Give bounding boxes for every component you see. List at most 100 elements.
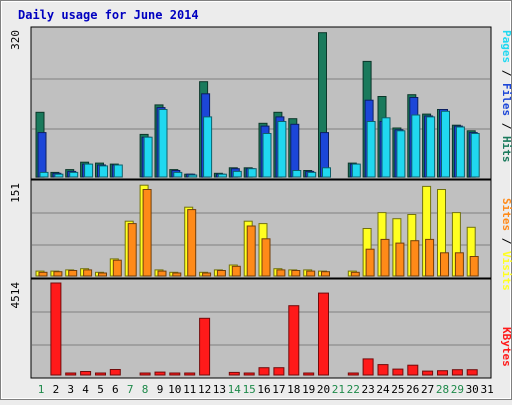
pages-bar-day-24: [381, 117, 391, 178]
kbytes-bar-day-11: [184, 372, 196, 376]
day-label-17: 17: [272, 383, 285, 396]
legend-hits: Hits: [500, 136, 512, 163]
sites-bar-day-16: [261, 238, 271, 277]
sites-bar-day-10: [172, 272, 182, 277]
kbytes-bar-day-5: [95, 372, 106, 376]
sites-bar-day-24: [380, 238, 390, 277]
kbytes-bar-day-20: [318, 292, 329, 376]
kbytes-bar-day-17: [273, 367, 285, 376]
pages-bar-day-14: [232, 170, 242, 178]
sites-bar-day-22: [350, 271, 360, 277]
kbytes-bar-day-27: [422, 370, 434, 376]
day-label-31: 31: [480, 383, 493, 396]
sites-bar-day-23: [365, 248, 375, 277]
day-label-18: 18: [287, 383, 300, 396]
kbytes-bar-day-4: [80, 371, 92, 376]
sites-bar-day-11: [187, 209, 197, 277]
day-label-10: 10: [168, 383, 181, 396]
sites-bar-day-2: [53, 271, 63, 277]
day-label-16: 16: [257, 383, 270, 396]
day-label-14: 14: [228, 383, 242, 396]
pages-bar-day-5: [99, 165, 108, 178]
chart-title: Daily usage for June 2014: [18, 8, 199, 22]
day-label-12: 12: [198, 383, 211, 396]
sites-bar-day-28: [440, 252, 449, 277]
day-label-19: 19: [302, 383, 315, 396]
kbytes-bar-day-3: [65, 372, 77, 376]
kbytes-bar-day-6: [109, 369, 121, 376]
kbytes-bar-day-28: [437, 370, 448, 376]
files-bar-day-1: [37, 132, 47, 178]
sites-bar-day-26: [410, 240, 420, 277]
kbytes-bar-day-30: [466, 369, 478, 376]
legend-files: Files: [500, 83, 512, 116]
pages-bar-day-12: [203, 116, 213, 178]
sites-bar-day-1: [38, 271, 48, 277]
sites-bar-day-19: [306, 270, 316, 277]
sites-bar-day-13: [216, 270, 226, 277]
sites-bar-day-25: [395, 242, 405, 277]
legend-kbytes: KBytes: [500, 327, 512, 367]
day-label-8: 8: [142, 383, 149, 396]
pages-bar-day-2: [54, 173, 64, 178]
kbytes-bar-day-8: [139, 372, 151, 376]
pages-bar-day-6: [113, 164, 123, 178]
day-label-9: 9: [157, 383, 164, 396]
sites-bar-day-29: [454, 252, 464, 277]
pages-bar-day-15: [247, 168, 257, 178]
day-label-15: 15: [243, 383, 256, 396]
sites-bar-day-18: [291, 270, 301, 277]
sites-bar-day-6: [112, 259, 122, 277]
bottom-gridlines: [32, 311, 490, 346]
day-label-1: 1: [38, 383, 45, 396]
outer-frame-light: [1, 1, 511, 399]
kbytes-bar-day-29: [451, 369, 463, 376]
pages-bar-day-4: [84, 163, 94, 178]
sites-bar-day-20: [321, 271, 330, 277]
sites-bar-day-14: [231, 265, 241, 277]
legend-pages: Pages: [500, 30, 512, 63]
day-label-5: 5: [97, 383, 104, 396]
middle-ymax-label: 151: [9, 183, 22, 203]
kbytes-bar-day-9: [154, 371, 166, 376]
day-label-11: 11: [183, 383, 196, 396]
sites-bar-day-3: [68, 270, 78, 277]
kbytes-bar-day-16: [258, 367, 270, 376]
top-ymax-label: 320: [9, 30, 22, 50]
pages-bar-day-25: [396, 130, 406, 178]
legend-visits: Visits: [500, 251, 512, 291]
pages-bar-day-10: [173, 171, 183, 178]
kbytes-bar-day-2: [50, 282, 62, 376]
pages-bar-day-17: [277, 121, 287, 178]
pages-bar-day-16: [262, 133, 272, 178]
pages-bar-day-22: [351, 163, 361, 178]
pages-bar-day-29: [455, 126, 465, 178]
day-label-6: 6: [112, 383, 119, 396]
pages-bar-day-26: [411, 114, 421, 178]
bottom-side-legend: KBytes: [500, 327, 512, 367]
day-label-22: 22: [347, 383, 360, 396]
day-label-28: 28: [436, 383, 449, 396]
pages-bar-day-1: [39, 171, 49, 178]
sites-bar-day-15: [246, 225, 256, 277]
kbytes-bar-day-15: [243, 372, 255, 376]
pages-bar-day-8: [143, 136, 153, 178]
sites-bar-day-7: [127, 223, 137, 277]
day-label-23: 23: [361, 383, 374, 396]
kbytes-bar-day-14: [228, 371, 240, 376]
bottom-panel-bg: [30, 278, 492, 379]
day-label-30: 30: [466, 383, 479, 396]
day-label-20: 20: [317, 383, 330, 396]
sites-bar-day-4: [83, 269, 93, 277]
day-label-24: 24: [376, 383, 390, 396]
sites-bar-day-27: [425, 238, 435, 277]
pages-bar-day-23: [366, 121, 376, 178]
files-bar-day-18: [290, 123, 300, 178]
pages-bar-day-30: [470, 133, 480, 178]
day-label-2: 2: [53, 383, 60, 396]
kbytes-bar-day-26: [407, 364, 419, 376]
day-label-29: 29: [451, 383, 464, 396]
sites-bar-day-17: [276, 269, 286, 277]
